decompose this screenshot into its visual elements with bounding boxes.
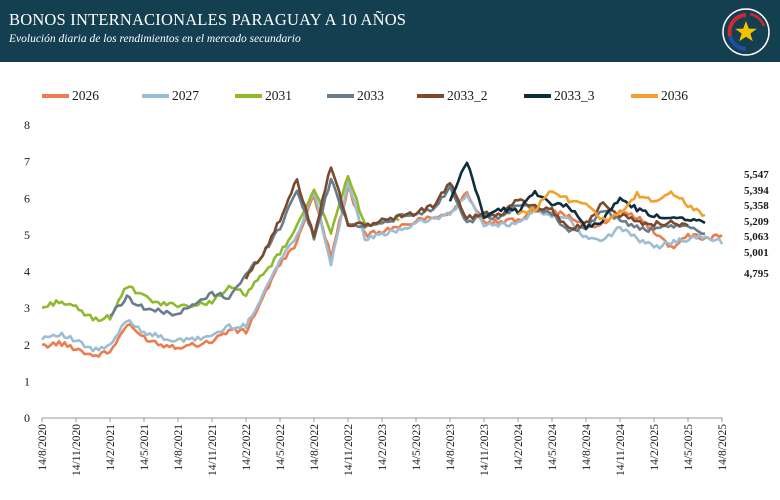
- end-value-label: 4,795: [744, 268, 769, 280]
- legend-item: 2033_2: [417, 86, 488, 106]
- legend-swatch: [235, 94, 262, 98]
- y-tick-label: 7: [24, 155, 30, 169]
- chart-subtitle: Evolución diaria de los rendimientos en …: [9, 33, 301, 45]
- end-value-label: 5,063: [744, 231, 769, 243]
- legend-label: 2033_2: [447, 88, 488, 103]
- series-line-2033: [109, 177, 706, 318]
- legend-item: 2026: [42, 86, 99, 106]
- legend-item: 2033_3: [524, 86, 595, 106]
- x-tick-label: 14/2/2021: [105, 424, 117, 471]
- legend-label: 2033_3: [554, 88, 595, 103]
- x-tick-label: 14/8/2025: [717, 424, 729, 471]
- y-tick-label: 8: [24, 118, 30, 132]
- x-tick-label: 14/5/2022: [275, 424, 287, 471]
- end-value-label: 5,394: [744, 184, 769, 197]
- legend-label: 2031: [265, 88, 292, 103]
- legend-swatch: [42, 94, 69, 98]
- x-tick-label: 14/11/2021: [207, 424, 219, 476]
- legend-label: 2036: [661, 88, 688, 103]
- y-tick-label: 2: [24, 338, 30, 352]
- x-tick-label: 14/8/2022: [309, 424, 321, 471]
- x-tick-label: 14/5/2024: [547, 424, 559, 471]
- series-line-2027: [41, 180, 724, 353]
- end-value-labels: 5,547 5,394 5,358 5,209 5,063 5,001 4,795: [744, 0, 780, 500]
- x-tick-label: 14/5/2021: [139, 424, 151, 471]
- x-tick-label: 14/8/2023: [445, 424, 457, 471]
- x-tick-label: 14/2/2024: [513, 424, 525, 471]
- series-lines: [41, 161, 724, 358]
- chart-title: BONOS INTERNACIONALES PARAGUAY A 10 AÑOS: [9, 10, 407, 29]
- x-tick-label: 14/8/2024: [581, 424, 593, 471]
- chart-header: BONOS INTERNACIONALES PARAGUAY A 10 AÑOS…: [0, 0, 780, 62]
- legend-label: 2033: [357, 88, 384, 103]
- end-value-label: 5,358: [744, 200, 769, 212]
- series-line-2033-2: [244, 166, 689, 280]
- legend-item: 2036: [631, 86, 688, 106]
- x-tick-label: 14/11/2024: [615, 424, 627, 476]
- x-tick-label: 14/11/2022: [343, 424, 355, 476]
- y-tick-label: 3: [24, 301, 30, 315]
- x-tick-label: 14/2/2023: [377, 424, 389, 471]
- x-tick-label: 14/2/2022: [241, 424, 253, 471]
- legend-swatch: [327, 94, 354, 98]
- legend-swatch: [524, 94, 551, 98]
- legend-swatch: [142, 94, 169, 98]
- x-axis: 14/8/2020 14/11/2020 14/2/2021 14/5/2021 14/…: [37, 417, 729, 476]
- x-tick-label: 14/5/2025: [683, 424, 695, 471]
- chart-legend: 2026 2027 2031 2033 2033_2 2033_3 2036: [42, 86, 742, 106]
- series-line-2036: [517, 190, 706, 222]
- y-tick-label: 6: [24, 191, 30, 205]
- x-tick-label: 14/11/2020: [71, 424, 83, 476]
- x-tick-label: 14/2/2025: [649, 424, 661, 471]
- y-axis: 0 1 2 3 4 5 6 7 8: [24, 118, 30, 425]
- series-line-2033-3: [448, 161, 706, 230]
- legend-label: 2026: [72, 88, 99, 103]
- end-value-label: 5,209: [744, 215, 769, 228]
- y-tick-label: 5: [24, 228, 30, 242]
- paraguay-coat-of-arms-icon: [722, 8, 770, 56]
- x-tick-label: 14/8/2020: [37, 424, 49, 471]
- y-tick-label: 0: [24, 411, 30, 425]
- x-tick-label: 14/5/2023: [411, 424, 423, 471]
- legend-swatch: [631, 94, 658, 98]
- legend-swatch: [417, 94, 444, 98]
- end-value-label: 5,001: [744, 246, 769, 259]
- end-value-label: 5,547: [744, 169, 769, 181]
- y-tick-label: 1: [24, 374, 30, 388]
- y-tick-label: 4: [24, 265, 30, 279]
- legend-item: 2033: [327, 86, 384, 106]
- legend-item: 2031: [235, 86, 292, 106]
- legend-item: 2027: [142, 86, 199, 106]
- x-tick-label: 14/8/2021: [173, 424, 185, 471]
- legend-label: 2027: [172, 88, 199, 103]
- x-tick-label: 14/11/2023: [479, 424, 491, 476]
